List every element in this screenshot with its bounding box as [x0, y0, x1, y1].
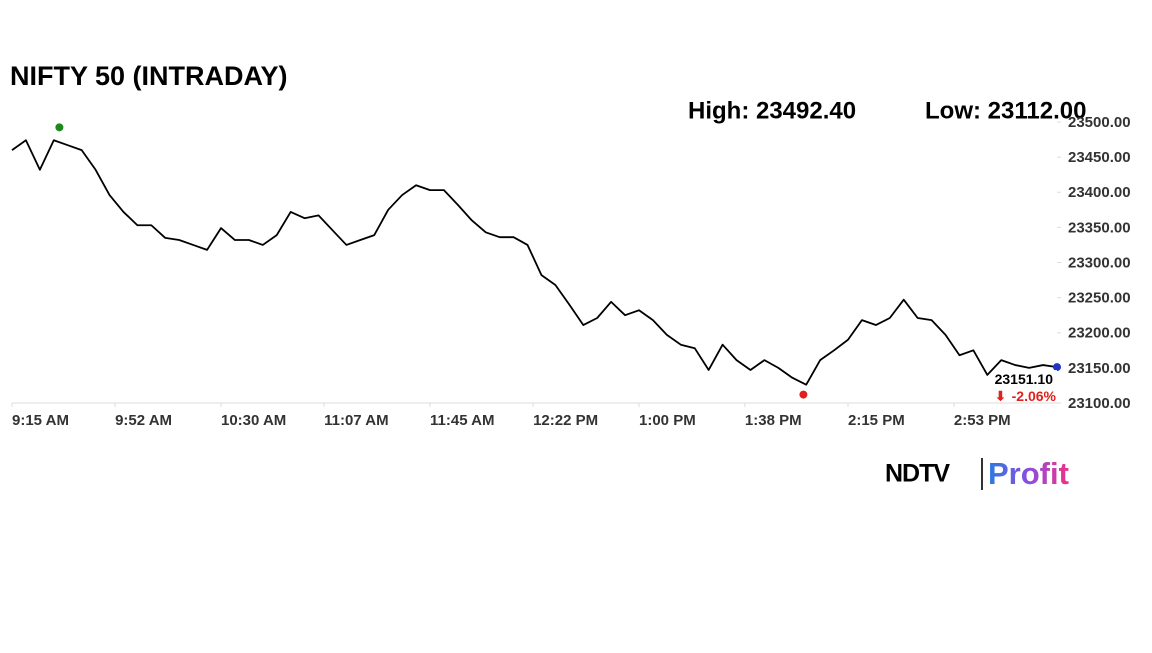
y-tick-label: 23400.00 [1068, 184, 1131, 201]
last-dot [1053, 363, 1061, 372]
y-tick-label: 23200.00 [1068, 325, 1131, 342]
x-tick-label: 12:22 PM [533, 412, 598, 429]
price-line [11, 139, 1058, 386]
y-tick-label: 23100.00 [1068, 395, 1131, 412]
last-price-label: 23151.10 [995, 371, 1054, 387]
x-tick-label: 10:30 AM [221, 412, 286, 429]
y-tick-label: 23250.00 [1068, 290, 1131, 307]
change-label: -2.06% [1012, 388, 1057, 404]
chart-title: NIFTY 50 (INTRADAY) [10, 61, 288, 91]
x-tick-label: 9:15 AM [12, 412, 69, 429]
y-tick-label: 23450.00 [1068, 149, 1131, 166]
x-tick-label: 11:07 AM [324, 412, 388, 429]
low-dot [799, 390, 808, 399]
x-tick-label: 1:00 PM [639, 412, 696, 429]
change-arrow: ⬇ [995, 389, 1006, 404]
high-dot [55, 123, 64, 132]
y-tick-label: 23500.00 [1068, 114, 1131, 131]
x-tick-label: 11:45 AM [430, 412, 494, 429]
y-tick-label: 23350.00 [1068, 219, 1131, 236]
y-tick-label: 23150.00 [1068, 360, 1131, 377]
low-label: Low: 23112.00 [925, 97, 1086, 124]
high-label: High: 23492.40 [688, 97, 856, 124]
last-price-box [999, 370, 1057, 389]
y-tick-label: 23300.00 [1068, 254, 1131, 271]
logo-right: Profit [988, 456, 1069, 491]
x-tick-label: 1:38 PM [745, 412, 802, 429]
x-tick-label: 2:15 PM [848, 412, 905, 429]
logo-left: NDTV [885, 460, 950, 488]
x-tick-label: 9:52 AM [115, 412, 172, 429]
x-tick-label: 2:53 PM [954, 412, 1011, 429]
